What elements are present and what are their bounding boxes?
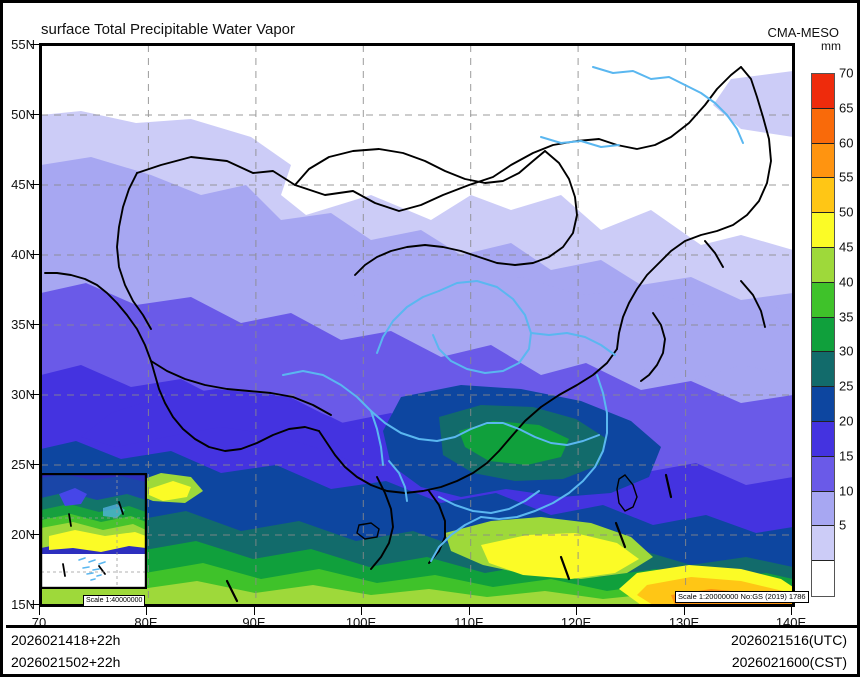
footer-valid-utc: 2026021516(UTC) — [731, 632, 847, 648]
y-tick-25n — [31, 464, 39, 465]
colorbar-band-55-60 — [812, 178, 834, 214]
x-tick-110e — [469, 607, 470, 615]
inset-map[interactable] — [40, 473, 147, 589]
colorbar-band-25-30 — [812, 387, 834, 422]
map-plot-area[interactable] — [39, 43, 795, 607]
footer-init-time-2: 2026021502+22h — [11, 654, 121, 670]
page-title: surface Total Precipitable Water Vapor — [41, 21, 296, 38]
colorbar-band-60-65 — [812, 143, 834, 179]
colorbar-tick-10: 10 — [839, 483, 854, 499]
x-tick-120e — [576, 607, 577, 615]
inset-scale-label: Scale 1:40000000 — [83, 595, 146, 607]
colorbar-band-<5 — [812, 561, 834, 596]
colorbar-tick-55: 55 — [839, 169, 854, 185]
x-tick-100e — [361, 607, 362, 615]
colorbar-tick-70: 70 — [839, 65, 854, 81]
colorbar-tick-30: 30 — [839, 343, 854, 359]
footer-init-time-1: 2026021418+22h — [11, 632, 121, 648]
y-tick-50n — [31, 114, 39, 115]
colorbar-band-10-15 — [812, 491, 834, 527]
y-tick-20n — [31, 534, 39, 535]
y-tick-15n — [31, 604, 39, 605]
colorbar-tick-25: 25 — [839, 378, 854, 394]
y-axis-label-35n: 35N — [11, 317, 35, 332]
y-axis-label-45n: 45N — [11, 177, 35, 192]
footer-valid-cst: 2026021600(CST) — [731, 654, 847, 670]
colorbar-tick-45: 45 — [839, 239, 854, 255]
inset-map-svg — [41, 474, 146, 588]
x-tick-70 — [39, 607, 40, 615]
colorbar-tick-5: 5 — [839, 517, 847, 533]
y-tick-40n — [31, 254, 39, 255]
colorbar-band->70 — [812, 74, 834, 109]
y-axis-label-30n: 30N — [11, 387, 35, 402]
colorbar-tick-65: 65 — [839, 100, 854, 116]
colorbar-band-5-10 — [812, 526, 834, 562]
colorbar-tick-15: 15 — [839, 448, 854, 464]
map-attribution-label: Scale 1:20000000 No:GS (2019) 1786 — [675, 591, 809, 603]
y-tick-35n — [31, 324, 39, 325]
colorbar-band-30-35 — [812, 352, 834, 388]
colorbar-band-50-55 — [812, 213, 834, 248]
y-tick-30n — [31, 394, 39, 395]
model-label: CMA-MESO — [767, 25, 840, 40]
colorbar-band-45-50 — [812, 247, 834, 283]
y-tick-45n — [31, 184, 39, 185]
colorbar-tick-35: 35 — [839, 309, 854, 325]
x-tick-80e — [146, 607, 147, 615]
y-axis-label-40n: 40N — [11, 247, 35, 262]
colorbar-band-35-40 — [812, 317, 834, 353]
y-axis-label-20n: 20N — [11, 527, 35, 542]
colorbar-band-20-25 — [812, 421, 834, 457]
y-axis-label-50n: 50N — [11, 107, 35, 122]
x-tick-130e — [684, 607, 685, 615]
colorbar-tick-40: 40 — [839, 274, 854, 290]
colorbar-tick-20: 20 — [839, 413, 854, 429]
y-tick-55n — [31, 44, 39, 45]
y-axis-label-15n: 15N — [11, 597, 35, 612]
y-axis-label-55n: 55N — [11, 37, 35, 52]
colorbar-unit-label: mm — [821, 39, 841, 53]
colorbar-band-40-45 — [812, 282, 834, 318]
colorbar-tick-50: 50 — [839, 204, 854, 220]
colorbar-band-65-70 — [812, 108, 834, 144]
colorbar[interactable] — [811, 73, 835, 597]
x-tick-140e — [791, 607, 792, 615]
footer-divider — [6, 625, 860, 628]
x-tick-90e — [254, 607, 255, 615]
colorbar-tick-60: 60 — [839, 135, 854, 151]
map-svg — [41, 45, 793, 605]
colorbar-band-15-20 — [812, 456, 834, 492]
y-axis-label-25n: 25N — [11, 457, 35, 472]
